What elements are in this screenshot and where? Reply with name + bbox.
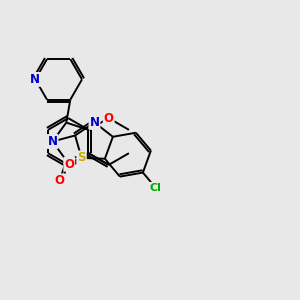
Text: N: N (89, 116, 100, 129)
Text: N: N (30, 73, 40, 86)
Text: Cl: Cl (150, 183, 162, 193)
Text: O: O (64, 158, 74, 171)
Text: O: O (55, 174, 64, 187)
Text: O: O (104, 112, 114, 125)
Text: N: N (48, 135, 58, 148)
Text: S: S (77, 152, 86, 164)
